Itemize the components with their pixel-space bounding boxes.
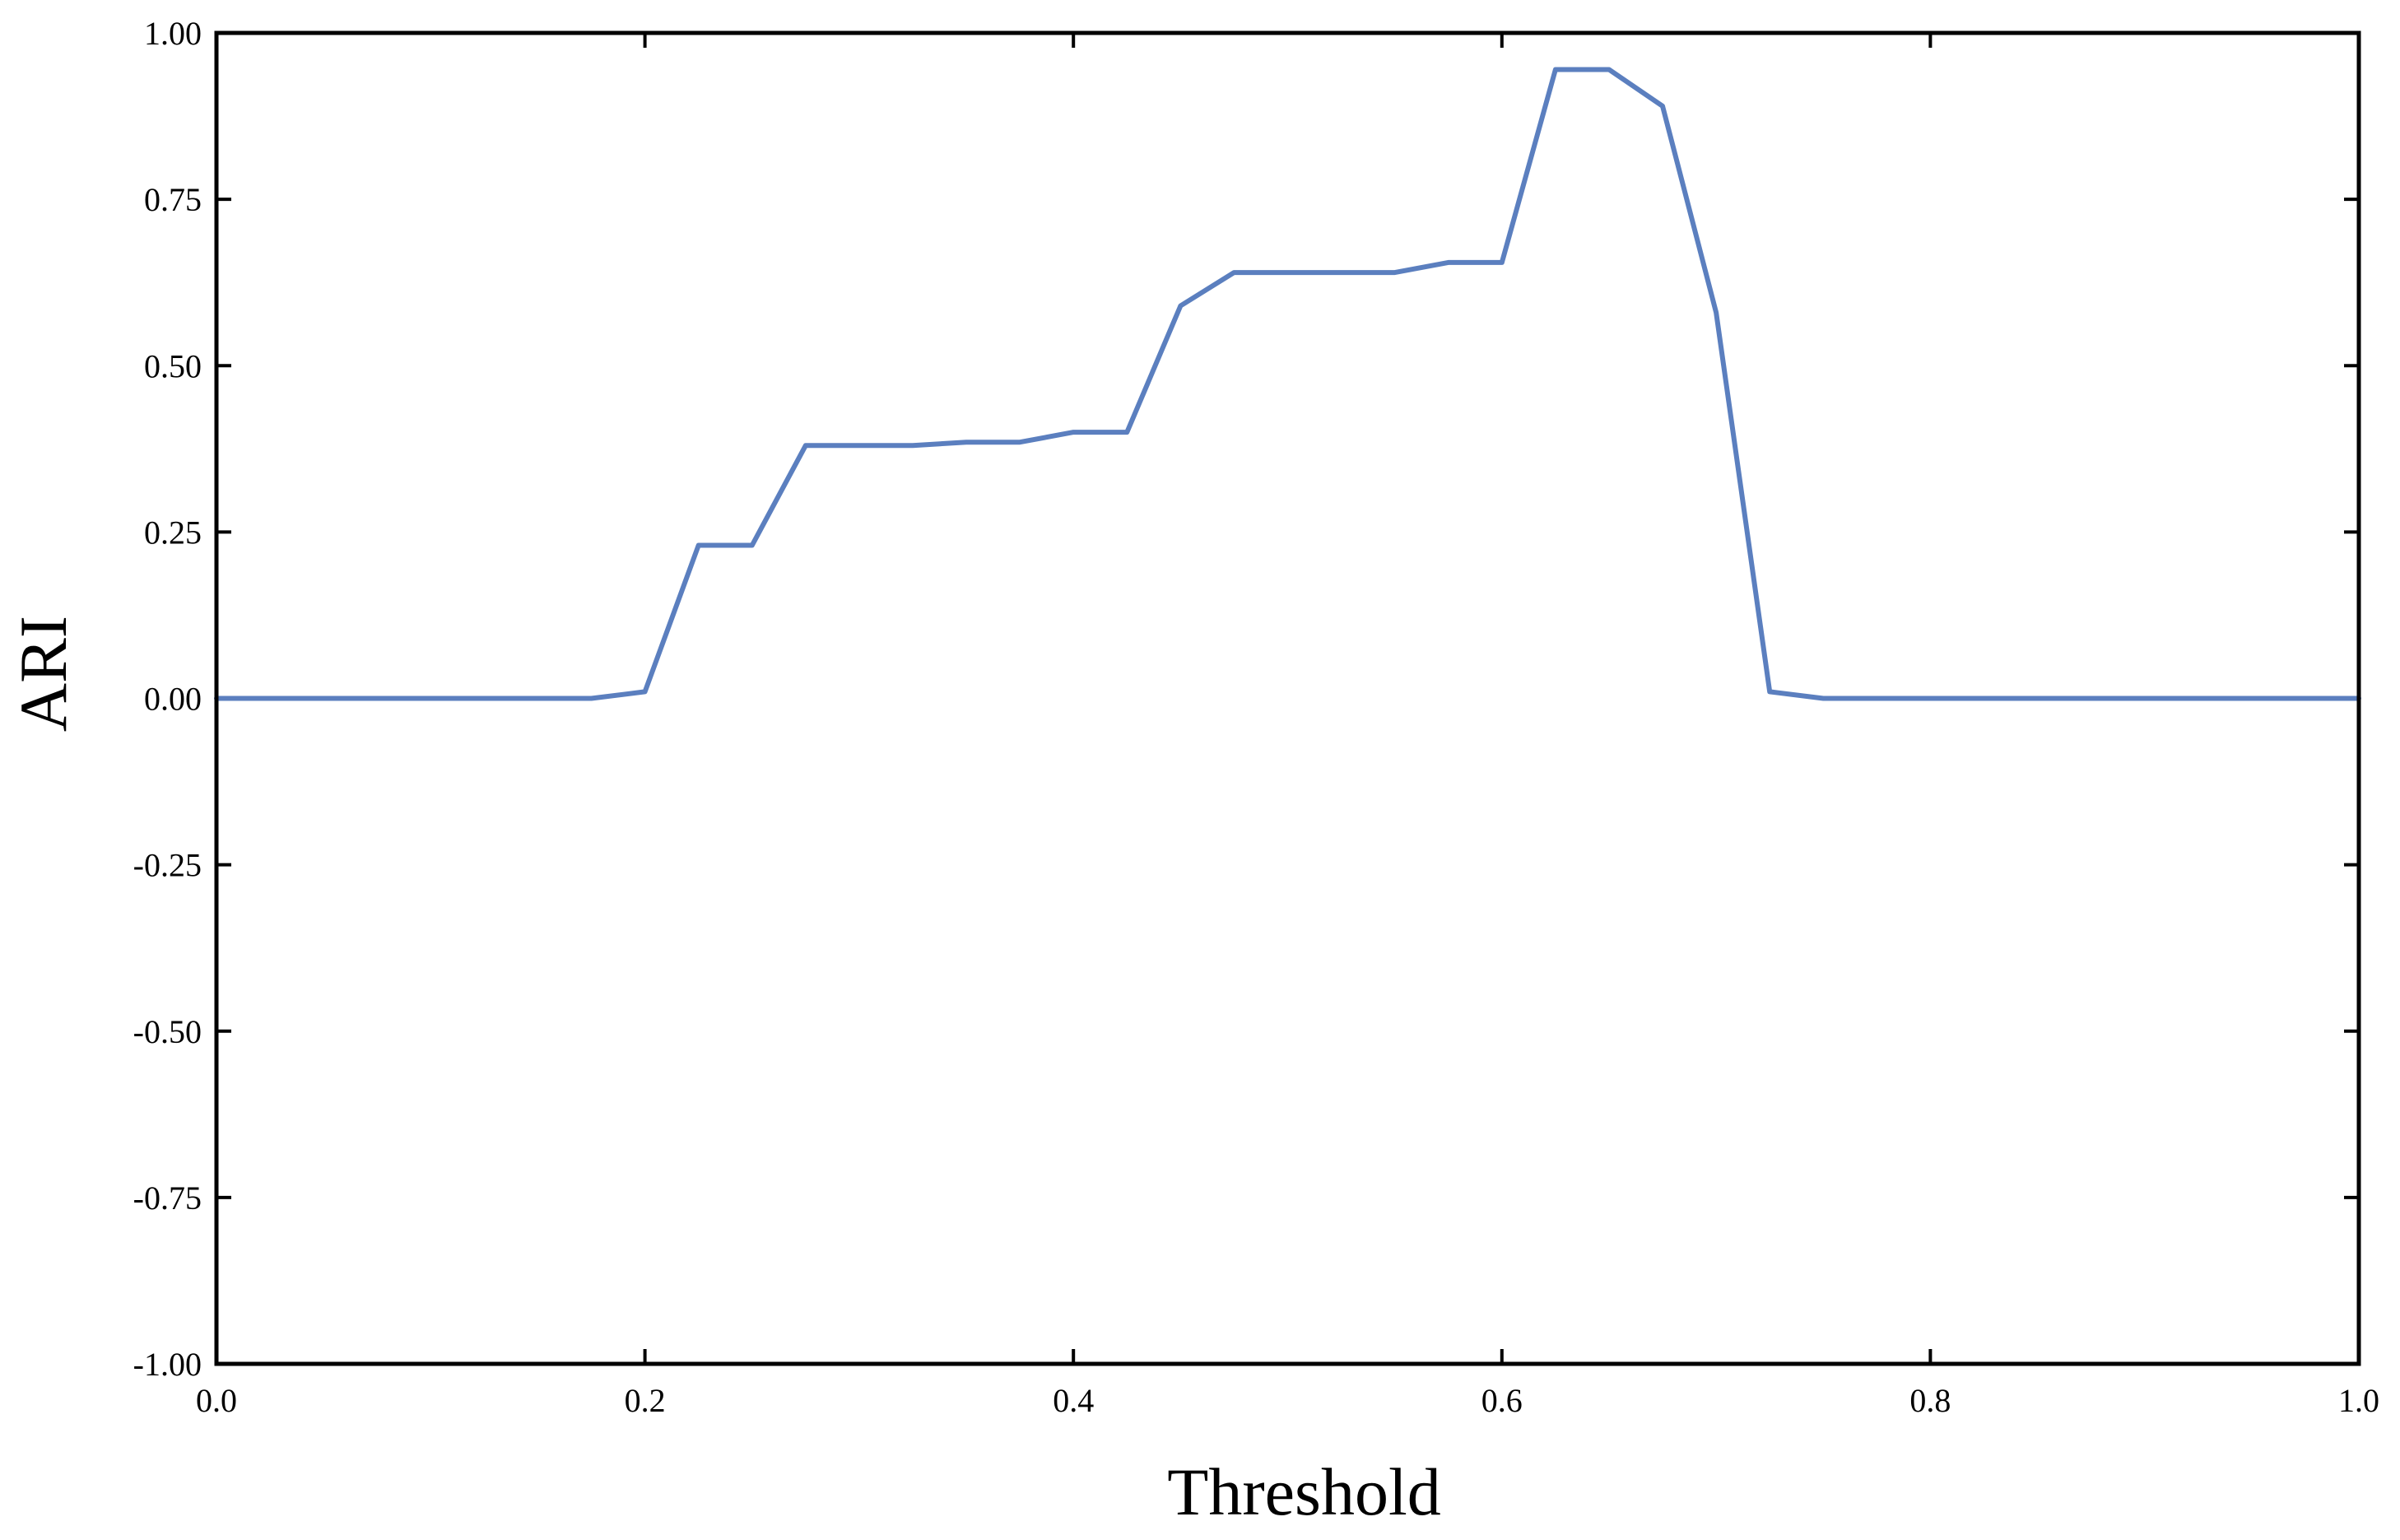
y-tick-label: -0.75 [133,1179,202,1217]
y-tick-label: 0.50 [144,347,202,384]
plot-frame [214,30,2361,1366]
ari-series-line [214,67,2361,701]
x-axis-title: Threshold [1167,1454,1440,1529]
y-tick-label: 1.00 [144,15,202,52]
y-tick-label: 0.00 [144,681,202,718]
x-axis-tick-labels: 0.0 0.2 0.4 0.6 0.8 1.0 [196,1382,2379,1419]
x-tick-label: 0.8 [1909,1382,1951,1419]
y-axis-title: ARI [6,616,81,732]
x-tick-label: 0.6 [1481,1382,1523,1419]
y-tick-label: -0.50 [133,1013,202,1050]
x-tick-label: 0.0 [196,1382,237,1419]
y-tick-label: -1.00 [133,1346,202,1383]
y-tick-label: -0.25 [133,847,202,884]
y-axis-tick-labels: 1.00 0.75 0.50 0.25 0.00 -0.25 -0.50 -0.75 -1.00 [133,15,202,1383]
y-tick-label: 0.75 [144,181,202,218]
x-tick-label: 0.4 [1053,1382,1094,1419]
x-tick-label: 1.0 [2338,1382,2379,1419]
x-tick-label: 0.2 [625,1382,666,1419]
y-tick-label: 0.25 [144,514,202,551]
